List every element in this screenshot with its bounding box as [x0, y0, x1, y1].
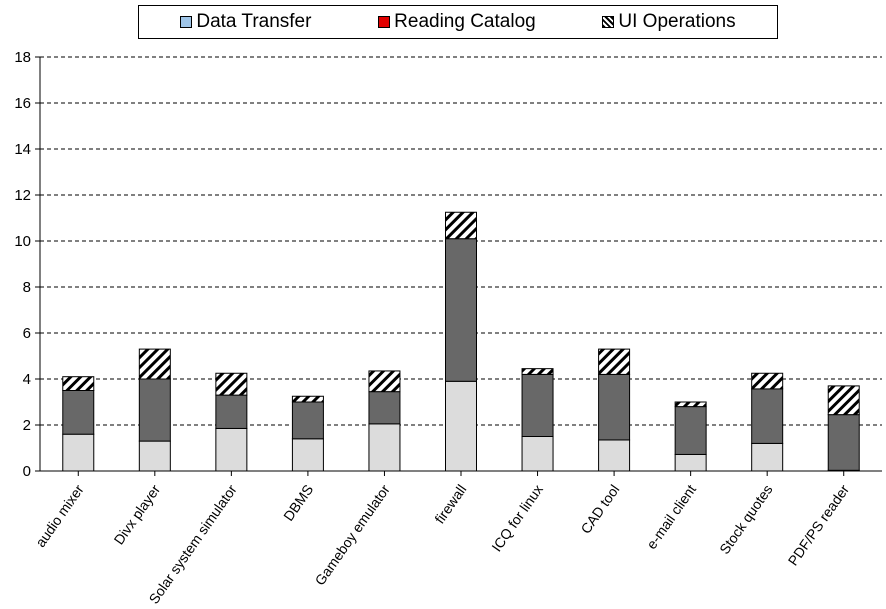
y-tick-label: 4	[23, 371, 31, 388]
x-tick-label: PDF/PS reader	[785, 481, 853, 568]
bar-segment-reading-catalog	[598, 373, 631, 441]
bar-segment-ui-operations	[138, 348, 171, 380]
x-tick-label: e-mail client	[643, 481, 699, 551]
y-tick-label: 18	[14, 49, 31, 66]
y-tick-label: 14	[14, 141, 31, 158]
legend-item-ui-operations: UI Operations	[602, 11, 736, 33]
x-tick-label: Solar system simulator	[145, 481, 240, 606]
bar-segment-data-transfer	[598, 439, 631, 472]
bar-segment-ui-operations	[368, 370, 401, 393]
bar-segment-reading-catalog	[215, 394, 248, 429]
y-tick-label: 8	[23, 279, 31, 296]
bar-segment-ui-operations	[751, 372, 784, 390]
bar-segment-data-transfer	[291, 438, 324, 472]
bar-segment-reading-catalog	[138, 378, 171, 442]
bar-segment-ui-operations	[62, 376, 95, 392]
legend-swatch-reading-catalog	[378, 16, 391, 28]
y-tick-label: 6	[23, 325, 31, 342]
bar-segment-ui-operations	[598, 348, 631, 375]
x-tick-label: DBMS	[280, 482, 316, 524]
bar-segment-reading-catalog	[521, 373, 554, 437]
x-tick-label: ICQ for linux	[488, 482, 546, 555]
bar-segment-reading-catalog	[827, 414, 860, 471]
x-tick-label: Gameboy emulator	[312, 481, 394, 588]
bar-segment-reading-catalog	[751, 388, 784, 444]
legend-swatch-ui-operations	[602, 16, 615, 28]
bar-segment-ui-operations	[445, 211, 477, 240]
bar-segment-ui-operations	[521, 368, 554, 375]
bar-segment-data-transfer	[445, 380, 477, 472]
y-tick-label: 2	[23, 417, 31, 434]
bar-segment-data-transfer	[62, 433, 95, 472]
x-tick-label: Stock quotes	[716, 482, 776, 557]
bar-segment-data-transfer	[215, 427, 248, 472]
y-tick-label: 12	[14, 187, 31, 204]
y-tick-label: 10	[14, 233, 31, 250]
bar-segment-reading-catalog	[445, 238, 477, 382]
x-tick-label: Divx player	[110, 481, 163, 547]
bar-segment-reading-catalog	[62, 390, 95, 435]
legend-label: UI Operations	[618, 11, 736, 32]
x-tick-label: audio mixer	[32, 481, 87, 550]
y-tick-label: 0	[23, 463, 31, 480]
chart-legend: Data Transfer Reading Catalog UI Operati…	[138, 5, 778, 39]
bar-segment-data-transfer	[521, 436, 554, 472]
x-tick-label: firewall	[431, 482, 469, 527]
bar-segment-ui-operations	[827, 385, 860, 416]
x-tick-label: CAD tool	[577, 482, 622, 537]
bar-segment-ui-operations	[291, 395, 324, 403]
legend-label: Data Transfer	[196, 11, 312, 32]
legend-item-data-transfer: Data Transfer	[180, 11, 311, 33]
legend-swatch-data-transfer	[180, 16, 193, 28]
bar-segment-reading-catalog	[674, 406, 707, 455]
bar-segment-data-transfer	[368, 423, 401, 472]
bar-segment-data-transfer	[138, 440, 171, 472]
bar-segment-data-transfer	[674, 453, 707, 472]
bar-segment-reading-catalog	[368, 391, 401, 425]
legend-label: Reading Catalog	[394, 11, 536, 32]
legend-item-reading-catalog: Reading Catalog	[378, 11, 536, 33]
y-tick-label: 16	[14, 95, 31, 112]
bar-segment-reading-catalog	[291, 401, 324, 440]
bar-segment-data-transfer	[751, 442, 784, 472]
bar-segment-ui-operations	[215, 372, 248, 396]
bar-segment-ui-operations	[674, 401, 707, 408]
